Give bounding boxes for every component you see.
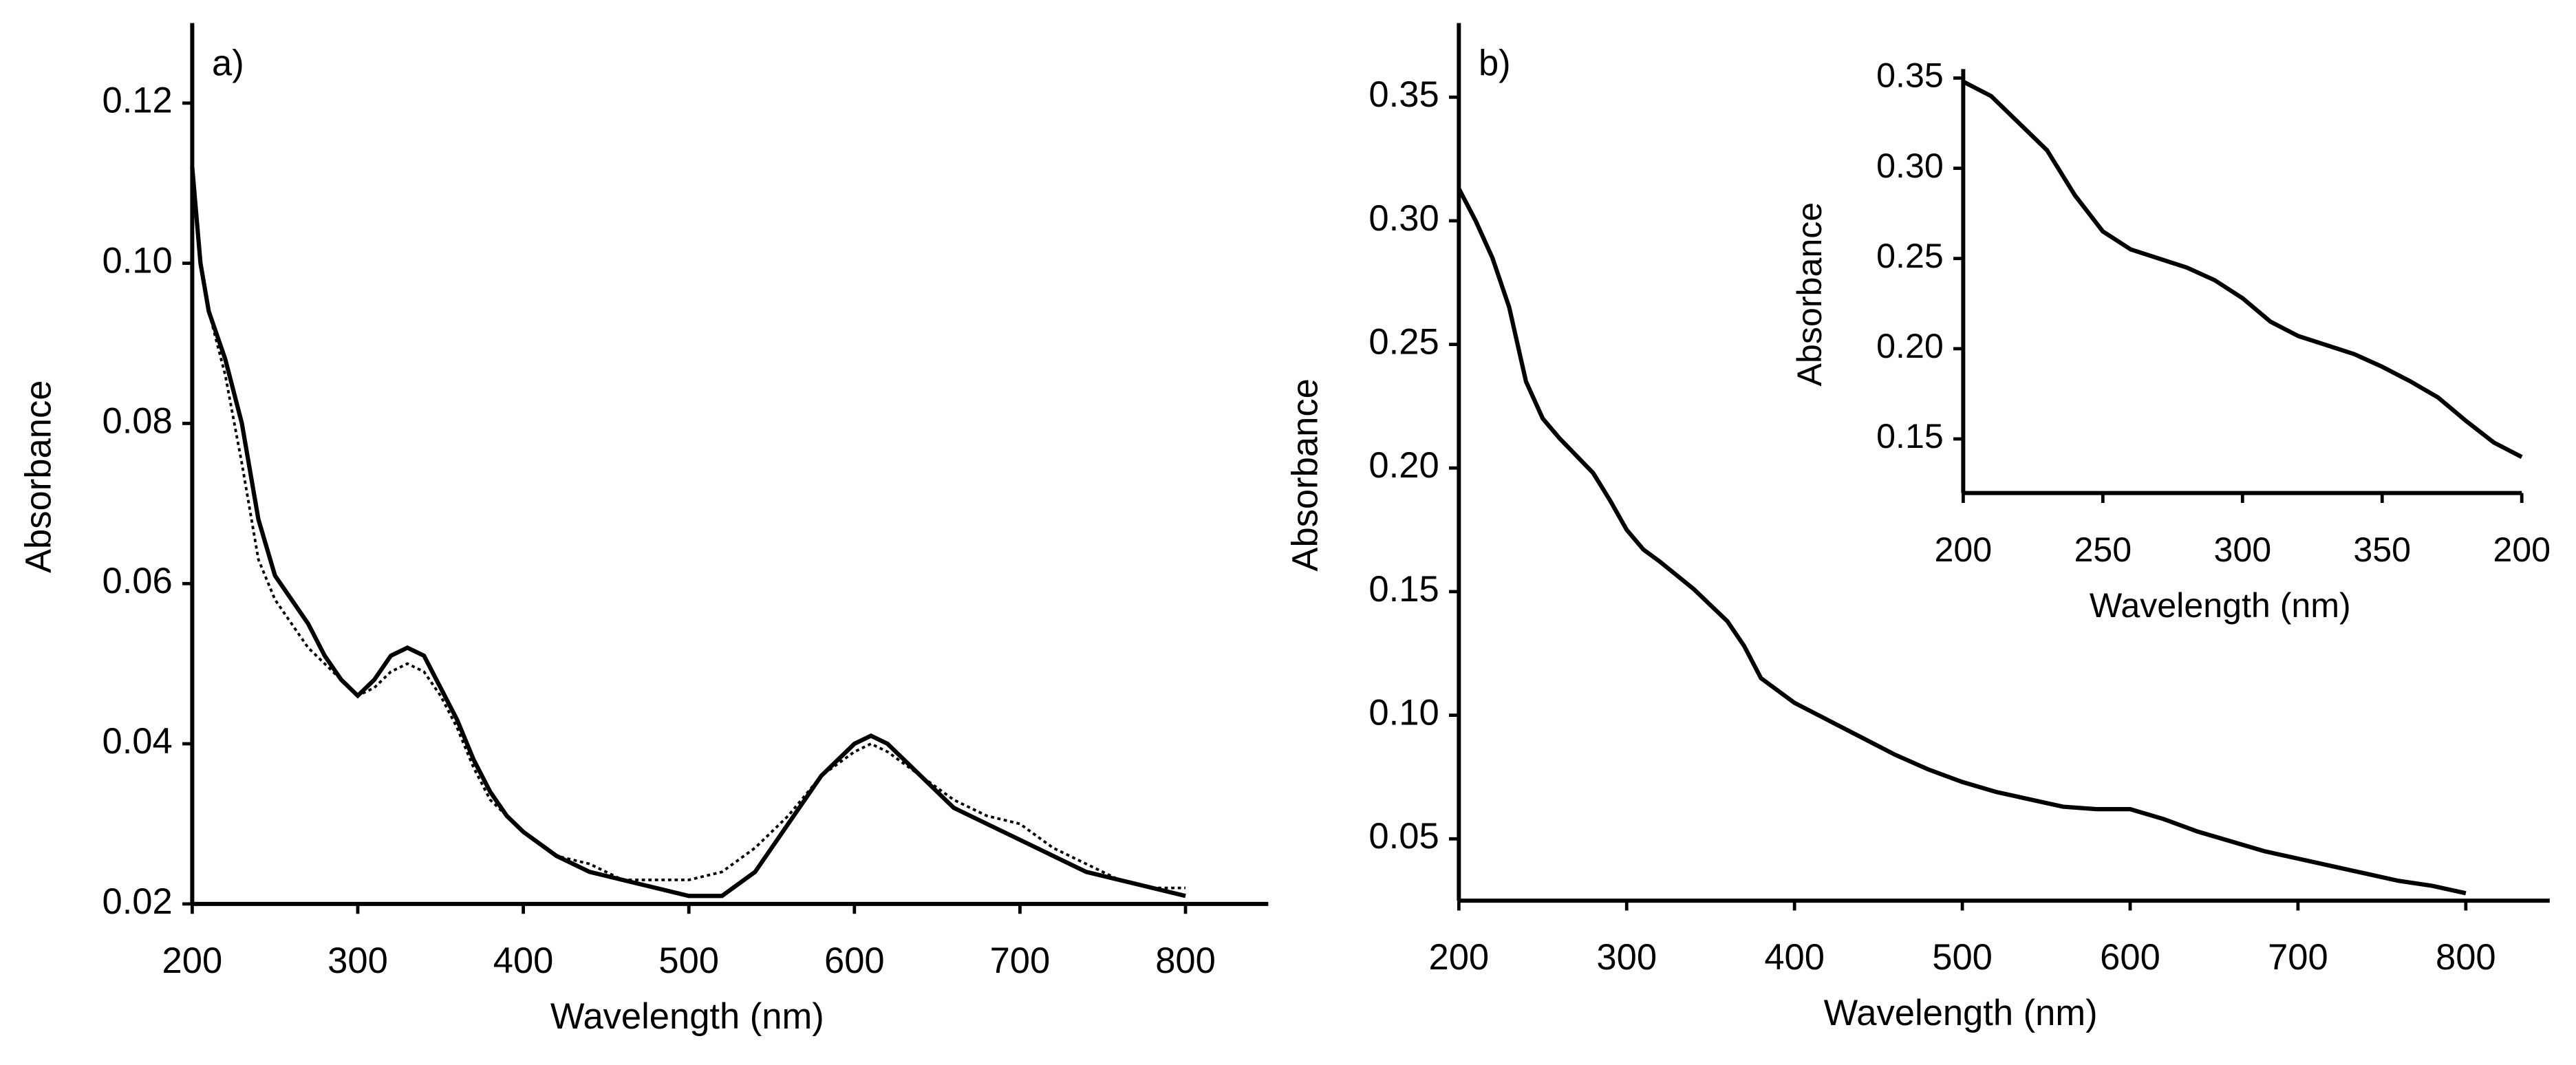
x-tick-label: 200 bbox=[2493, 530, 2551, 569]
data-line bbox=[1962, 79, 2523, 459]
x-tick-label: 300 bbox=[328, 940, 388, 981]
x-axis-label: Wavelength (nm) bbox=[550, 996, 824, 1037]
y-tick-label: 0.02 bbox=[102, 881, 172, 922]
y-tick-label: 0.15 bbox=[1368, 569, 1439, 610]
x-tick-label: 300 bbox=[2213, 530, 2271, 569]
y-tick-label: 0.08 bbox=[102, 400, 172, 441]
y-tick-label: 0.30 bbox=[1876, 147, 1944, 185]
x-tick-label: 250 bbox=[2074, 530, 2132, 569]
data-line bbox=[1457, 187, 2467, 896]
x-tick-label: 200 bbox=[1935, 530, 1993, 569]
y-tick-label: 0.25 bbox=[1368, 321, 1439, 362]
data-line bbox=[191, 183, 1186, 890]
x-tick-label: 800 bbox=[1155, 940, 1216, 981]
y-axis-label: Absorbance bbox=[1790, 202, 1829, 387]
y-tick-label: 0.30 bbox=[1368, 198, 1439, 239]
x-tick-label: 500 bbox=[658, 940, 719, 981]
y-tick-label: 0.12 bbox=[102, 80, 172, 121]
x-tick-label: 200 bbox=[162, 940, 223, 981]
x-tick-label: 500 bbox=[1932, 937, 1993, 978]
y-tick-label: 0.04 bbox=[102, 721, 172, 762]
y-tick-label: 0.20 bbox=[1876, 327, 1944, 365]
y-axis-label: Absorbance bbox=[1285, 378, 1326, 571]
x-tick-label: 400 bbox=[493, 940, 554, 981]
x-axis-label: Wavelength (nm) bbox=[1824, 993, 2098, 1033]
x-tick-label: 600 bbox=[2100, 937, 2160, 978]
data-line bbox=[190, 166, 1186, 899]
y-tick-label: 0.10 bbox=[1368, 692, 1439, 733]
x-tick-label: 700 bbox=[990, 940, 1051, 981]
x-tick-label: 600 bbox=[824, 940, 885, 981]
y-tick-label: 0.15 bbox=[1876, 417, 1944, 455]
y-tick-label: 0.35 bbox=[1368, 74, 1439, 115]
x-tick-label: 400 bbox=[1764, 937, 1825, 978]
panel-label: b) bbox=[1479, 43, 1511, 83]
y-tick-label: 0.10 bbox=[102, 241, 172, 281]
y-tick-label: 0.35 bbox=[1876, 56, 1944, 95]
y-tick-label: 0.06 bbox=[102, 561, 172, 601]
x-tick-label: 200 bbox=[1429, 937, 1490, 978]
y-tick-label: 0.25 bbox=[1876, 237, 1944, 275]
x-tick-label: 300 bbox=[1596, 937, 1657, 978]
y-tick-label: 0.05 bbox=[1368, 816, 1439, 857]
panel-label: a) bbox=[212, 43, 244, 83]
x-tick-label: 700 bbox=[2268, 937, 2328, 978]
x-tick-label: 800 bbox=[2436, 937, 2496, 978]
y-tick-label: 0.20 bbox=[1368, 445, 1439, 486]
y-axis-label: Absorbance bbox=[19, 380, 59, 573]
x-axis-label: Wavelength (nm) bbox=[2090, 586, 2351, 625]
x-tick-label: 350 bbox=[2353, 530, 2411, 569]
